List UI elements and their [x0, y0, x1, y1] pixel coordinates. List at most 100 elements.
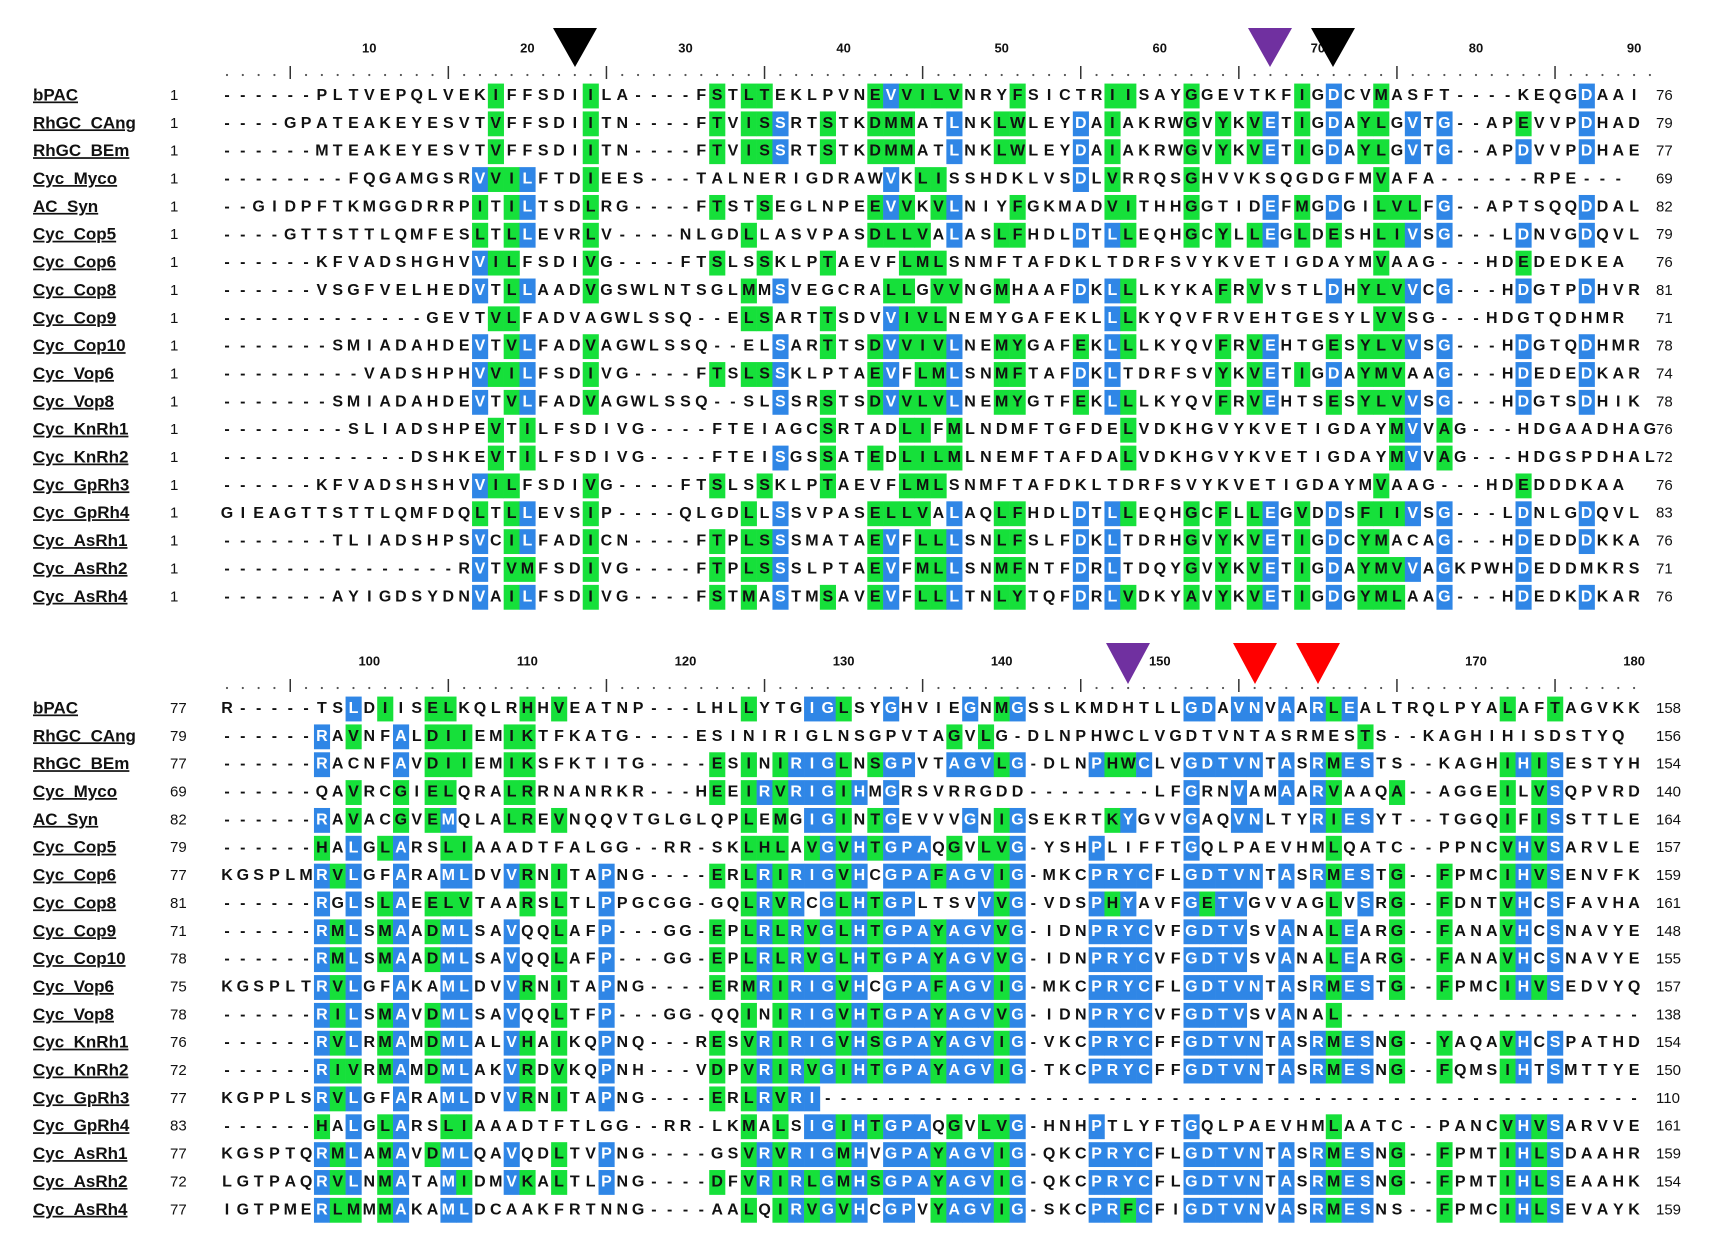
residue-highlight — [914, 473, 931, 499]
residue-highlight — [1389, 194, 1406, 220]
end-position: 69 — [1656, 171, 1673, 188]
residue-highlight — [740, 83, 757, 109]
ruler-dot — [415, 73, 418, 77]
start-position: 1 — [170, 533, 178, 550]
residue-highlight — [772, 835, 789, 861]
ruler-dot — [1411, 73, 1414, 77]
residue-highlight — [1120, 752, 1137, 778]
sequence-name: bPAC — [33, 698, 78, 717]
residue-highlight — [1373, 222, 1390, 248]
residue-highlight — [851, 947, 868, 973]
residue-highlight — [1547, 863, 1564, 889]
residue-highlight — [1246, 696, 1263, 722]
residue-highlight — [345, 696, 362, 722]
residue-highlight — [804, 780, 821, 805]
ruler-dot — [621, 73, 624, 77]
residue-highlight — [519, 752, 536, 778]
residue-highlight — [1404, 501, 1421, 527]
residue-highlight — [377, 696, 394, 722]
residue-highlight — [709, 584, 726, 610]
end-position: 76 — [1656, 477, 1673, 494]
residue-highlight — [1088, 863, 1105, 889]
residue-highlight — [772, 891, 789, 917]
residue-highlight — [424, 807, 441, 833]
residue-highlight — [1120, 306, 1137, 332]
residue-highlight — [914, 947, 931, 973]
residue-highlight — [377, 891, 394, 917]
residue-highlight — [946, 111, 963, 137]
residue-highlight — [835, 863, 852, 889]
residue-highlight — [1009, 389, 1026, 415]
residue-highlight — [883, 807, 900, 833]
ruler-dot — [779, 73, 782, 77]
residue-highlight — [1183, 696, 1200, 722]
residue-highlight — [930, 306, 947, 332]
residue-highlight — [993, 947, 1010, 973]
ruler-dot — [1490, 686, 1493, 690]
residue-highlight — [993, 529, 1010, 555]
residue-highlight — [440, 835, 457, 861]
start-position: 1 — [170, 226, 178, 243]
residue-highlight — [867, 835, 884, 861]
ruler-dot — [478, 73, 482, 77]
residue-highlight — [582, 222, 599, 248]
residue-highlight — [946, 557, 963, 582]
residue-highlight — [313, 752, 331, 778]
sequence-name: RhGC_BEm — [33, 141, 129, 160]
residue-highlight — [772, 278, 789, 304]
residue-highlight — [1499, 947, 1516, 973]
residue-highlight — [898, 139, 916, 165]
residue-highlight — [1072, 139, 1089, 165]
residue-highlight — [756, 194, 773, 220]
residue-highlight — [551, 696, 568, 722]
residue-highlight — [1120, 584, 1137, 610]
residue-highlight — [804, 696, 821, 722]
residue-highlight — [898, 306, 916, 332]
residue-highlight — [1578, 362, 1595, 387]
residue-highlight — [819, 250, 836, 276]
residue-highlight — [740, 752, 757, 778]
residue-highlight — [883, 891, 900, 917]
ruler-label: 180 — [1623, 653, 1645, 668]
residue-highlight — [519, 222, 536, 248]
residue-highlight — [993, 501, 1010, 527]
residue-highlight — [1499, 919, 1516, 945]
residue-highlight — [1183, 194, 1200, 220]
residue-highlight — [1389, 584, 1406, 610]
residue-highlight — [898, 445, 916, 471]
residue-highlight — [582, 389, 599, 415]
sequence-name: Cyc_Cop8 — [33, 893, 116, 912]
residue-highlight — [709, 139, 726, 165]
residue-highlight — [1262, 139, 1279, 165]
residue-highlight — [1009, 222, 1026, 248]
residue-highlight — [914, 584, 931, 610]
residue-highlight — [867, 584, 884, 610]
residue-highlight — [772, 111, 789, 137]
residue-highlight — [977, 835, 995, 861]
residue-highlight — [804, 752, 821, 778]
residue-highlight — [1373, 250, 1390, 276]
residue-highlight — [1515, 473, 1532, 499]
residue-highlight — [1389, 334, 1406, 360]
ruler-dot — [1300, 686, 1304, 690]
residue-highlight — [1120, 83, 1137, 109]
residue-highlight — [993, 807, 1010, 833]
ruler-dot — [1048, 73, 1051, 77]
start-position: 77 — [170, 1146, 187, 1163]
residue-highlight — [772, 389, 789, 415]
residue-highlight — [867, 557, 884, 582]
residue-highlight — [819, 696, 836, 722]
residue-highlight — [930, 947, 947, 973]
ruler-dot — [1538, 686, 1541, 690]
residue-highlight — [519, 724, 536, 750]
residue-highlight — [519, 584, 536, 610]
residue-highlight — [804, 947, 821, 973]
residue-highlight — [1215, 947, 1232, 973]
residue-highlight — [1072, 334, 1089, 360]
ruler-dot — [1063, 73, 1067, 77]
residue-highlight — [788, 947, 805, 973]
